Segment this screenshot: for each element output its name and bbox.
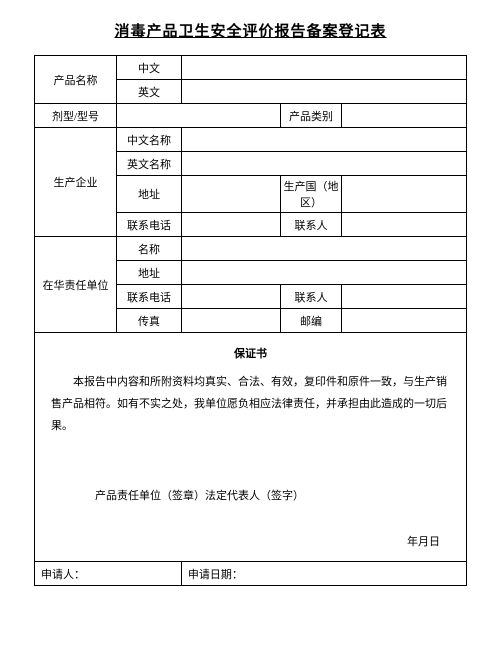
field-manufacturer-phone[interactable] <box>181 213 280 237</box>
field-manufacturer-contact[interactable] <box>341 213 466 237</box>
page-title: 消毒产品卫生安全评价报告备案登记表 <box>34 20 467 41</box>
label-contact-phone-mfr: 联系电话 <box>117 213 182 237</box>
label-name-resp: 名称 <box>117 237 182 261</box>
label-manufacturer: 生产企业 <box>35 128 117 237</box>
field-product-category[interactable] <box>341 104 466 128</box>
label-contact-person-mfr: 联系人 <box>281 213 341 237</box>
field-production-country[interactable] <box>341 176 466 213</box>
certificate-heading: 保证书 <box>51 345 450 361</box>
label-contact-person-resp: 联系人 <box>281 285 341 309</box>
field-responsible-address[interactable] <box>181 261 466 285</box>
label-dosage-model: 剂型/型号 <box>35 104 117 128</box>
label-production-country: 生产国（地区） <box>281 176 341 213</box>
registration-form-table: 产品名称 中文 英文 剂型/型号 产品类别 生产企业 中文名称 英文名称 地址 … <box>34 55 467 586</box>
field-product-name-en[interactable] <box>181 80 466 104</box>
field-manufacturer-address[interactable] <box>181 176 280 213</box>
table-row: 产品名称 中文 <box>35 56 467 80</box>
field-responsible-name[interactable] <box>181 237 466 261</box>
certificate-cell: 保证书 本报告中内容和所附资料均真实、合法、有效，复印件和原件一致，与生产销售产… <box>35 333 467 562</box>
label-product-name: 产品名称 <box>35 56 117 104</box>
table-row: 申请人： 申请日期： <box>35 562 467 586</box>
label-responsible-unit: 在华责任单位 <box>35 237 117 333</box>
label-address-resp: 地址 <box>117 261 182 285</box>
label-address-mfr: 地址 <box>117 176 182 213</box>
label-english: 英文 <box>117 80 182 104</box>
label-chinese-name: 中文名称 <box>117 128 182 152</box>
field-manufacturer-en-name[interactable] <box>181 152 466 176</box>
field-responsible-postcode[interactable] <box>341 309 466 333</box>
field-responsible-fax[interactable] <box>181 309 280 333</box>
certificate-date: 年月日 <box>51 533 450 549</box>
field-responsible-phone[interactable] <box>181 285 280 309</box>
label-application-date: 申请日期： <box>181 562 466 586</box>
table-row: 生产企业 中文名称 <box>35 128 467 152</box>
table-row: 在华责任单位 名称 <box>35 237 467 261</box>
label-applicant: 申请人： <box>35 562 182 586</box>
label-chinese: 中文 <box>117 56 182 80</box>
table-row: 保证书 本报告中内容和所附资料均真实、合法、有效，复印件和原件一致，与生产销售产… <box>35 333 467 562</box>
field-product-name-cn[interactable] <box>181 56 466 80</box>
label-postcode: 邮编 <box>281 309 341 333</box>
label-contact-phone-resp: 联系电话 <box>117 285 182 309</box>
label-english-name: 英文名称 <box>117 152 182 176</box>
label-product-category: 产品类别 <box>281 104 341 128</box>
application-date-label: 申请日期： <box>188 569 243 581</box>
field-dosage-model[interactable] <box>117 104 281 128</box>
field-responsible-contact[interactable] <box>341 285 466 309</box>
certificate-signature-line: 产品责任单位（签章）法定代表人（签字） <box>51 487 450 503</box>
table-row: 剂型/型号 产品类别 <box>35 104 467 128</box>
field-manufacturer-cn-name[interactable] <box>181 128 466 152</box>
label-fax: 传真 <box>117 309 182 333</box>
certificate-body: 本报告中内容和所附资料均真实、合法、有效，复印件和原件一致，与生产销售产品相符。… <box>51 371 450 437</box>
applicant-label: 申请人： <box>41 569 85 581</box>
